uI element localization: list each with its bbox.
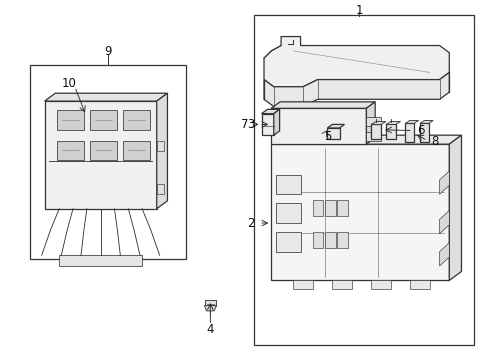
Polygon shape: [276, 175, 300, 194]
Polygon shape: [325, 232, 335, 248]
Polygon shape: [439, 171, 448, 194]
Polygon shape: [327, 128, 339, 139]
Polygon shape: [366, 102, 374, 144]
Polygon shape: [312, 200, 323, 216]
Polygon shape: [419, 121, 432, 123]
Polygon shape: [261, 109, 279, 114]
Polygon shape: [264, 37, 448, 87]
Polygon shape: [264, 72, 448, 107]
Polygon shape: [366, 117, 380, 126]
Text: 1: 1: [355, 4, 362, 17]
Polygon shape: [157, 184, 163, 194]
Polygon shape: [448, 135, 461, 280]
Polygon shape: [439, 211, 448, 234]
Polygon shape: [405, 123, 413, 142]
Polygon shape: [276, 203, 300, 223]
Polygon shape: [271, 102, 374, 108]
Polygon shape: [405, 121, 418, 123]
Polygon shape: [204, 306, 216, 311]
Polygon shape: [57, 140, 83, 160]
Polygon shape: [44, 101, 157, 209]
Polygon shape: [123, 110, 150, 130]
Polygon shape: [123, 140, 150, 160]
Polygon shape: [273, 109, 279, 135]
Polygon shape: [385, 125, 395, 139]
Polygon shape: [59, 255, 142, 266]
Text: 8: 8: [430, 135, 438, 148]
Polygon shape: [327, 125, 344, 128]
Polygon shape: [271, 135, 461, 144]
Polygon shape: [419, 123, 428, 142]
Text: 10: 10: [61, 77, 76, 90]
Polygon shape: [157, 93, 167, 209]
Polygon shape: [293, 280, 312, 289]
Polygon shape: [439, 243, 448, 266]
Polygon shape: [385, 122, 400, 125]
Bar: [254, 15, 473, 345]
Text: 9: 9: [104, 45, 111, 58]
Polygon shape: [276, 232, 300, 252]
Polygon shape: [409, 280, 429, 289]
Polygon shape: [331, 280, 351, 289]
Polygon shape: [370, 280, 390, 289]
Polygon shape: [325, 200, 335, 216]
Polygon shape: [57, 110, 83, 130]
Polygon shape: [370, 122, 385, 125]
Text: 6: 6: [417, 124, 424, 137]
Polygon shape: [271, 144, 448, 280]
Polygon shape: [261, 114, 273, 135]
Text: 2: 2: [246, 216, 254, 230]
Text: 5: 5: [323, 130, 330, 144]
Polygon shape: [44, 93, 167, 101]
Polygon shape: [336, 200, 347, 216]
Polygon shape: [271, 108, 366, 144]
Polygon shape: [157, 140, 163, 151]
Bar: [30, 65, 185, 259]
Polygon shape: [370, 125, 380, 139]
Polygon shape: [366, 132, 380, 140]
Polygon shape: [204, 300, 216, 306]
Text: 3: 3: [246, 118, 254, 131]
Polygon shape: [336, 232, 347, 248]
Text: 4: 4: [206, 323, 214, 336]
Polygon shape: [90, 110, 117, 130]
Polygon shape: [312, 232, 323, 248]
Polygon shape: [90, 140, 117, 160]
Text: 7: 7: [241, 118, 248, 131]
